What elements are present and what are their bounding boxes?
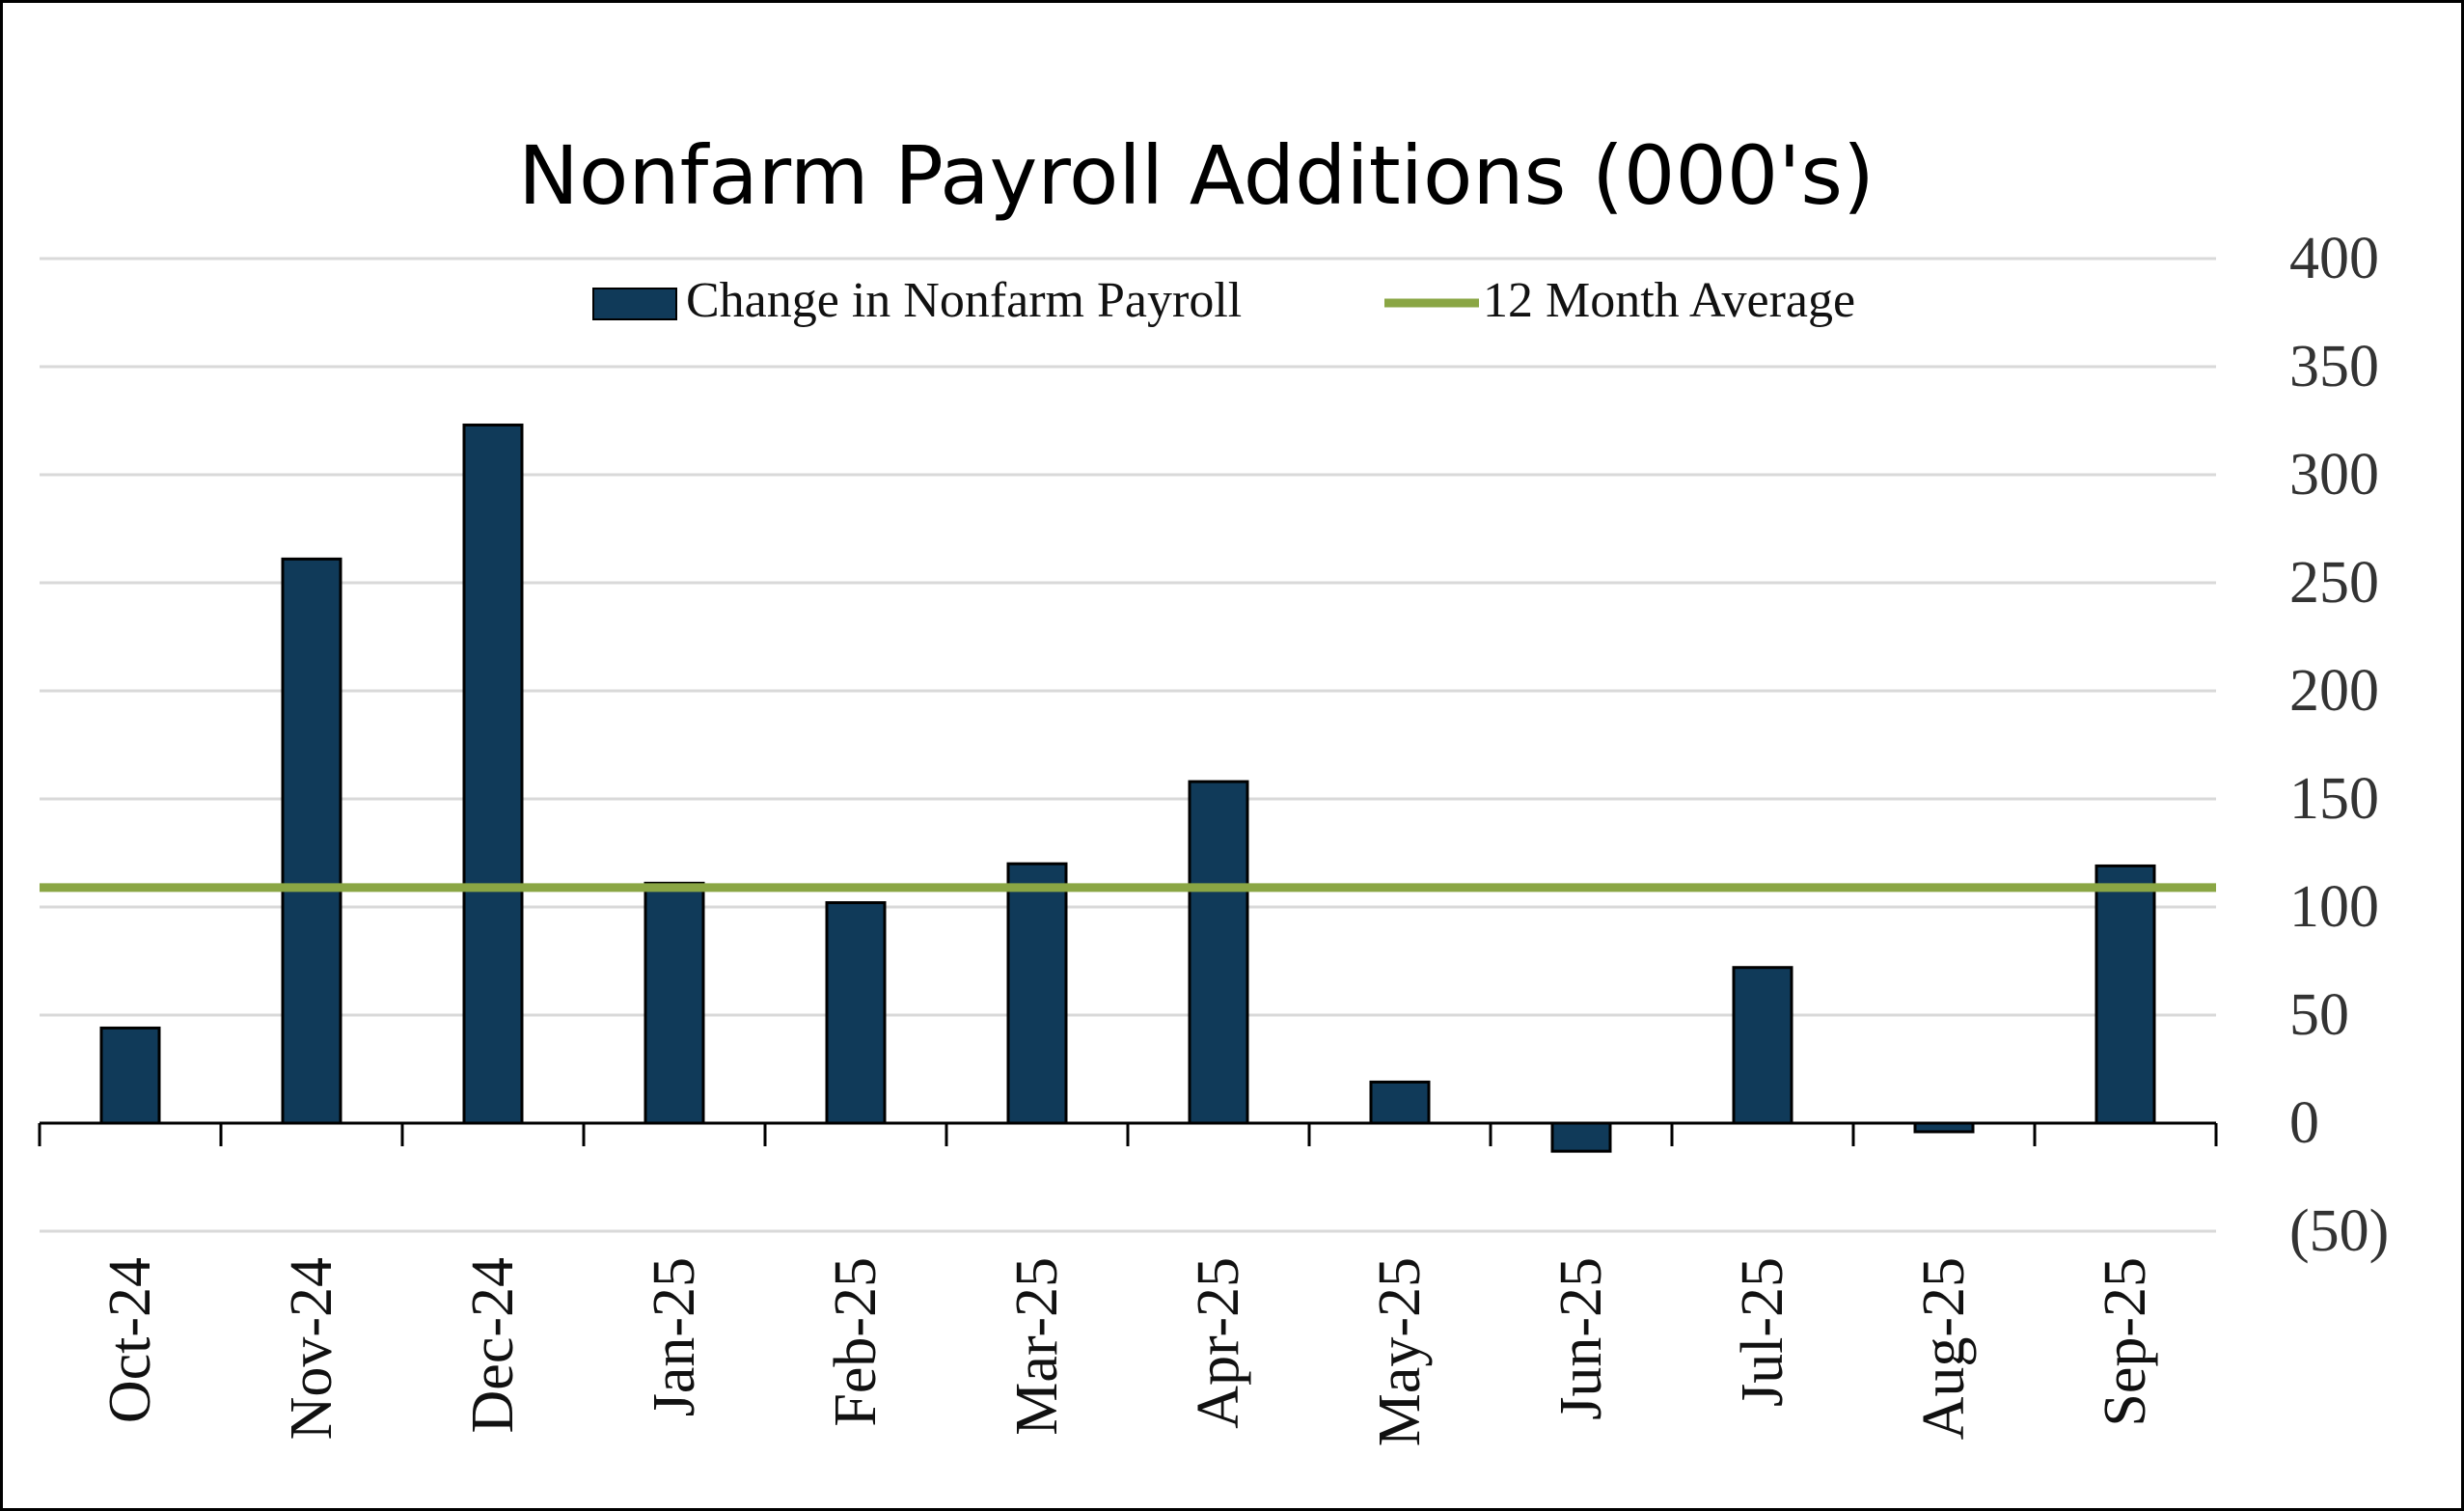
x-tick-label: May-25	[1367, 1257, 1433, 1446]
x-tick-label: Jan-25	[642, 1257, 707, 1416]
y-tick-label: 250	[2289, 550, 2379, 616]
x-tick-label: Sep-25	[2093, 1257, 2158, 1427]
y-tick-label: 300	[2289, 442, 2379, 508]
y-tick-label: 100	[2289, 874, 2379, 940]
legend-label-line: 12 Month Average	[1483, 273, 1855, 328]
gridlines	[40, 257, 2216, 1233]
y-tick-label: 200	[2289, 658, 2379, 724]
legend-label-bar: Change in Nonfarm Payroll	[686, 273, 1242, 328]
bar-feb-25	[825, 901, 887, 1125]
legend: Change in Nonfarm Payroll 12 Month Avera…	[592, 273, 1855, 328]
bar-nov-24	[281, 557, 342, 1125]
bar-apr-25	[1188, 780, 1249, 1125]
x-tick-label: Feb-25	[823, 1257, 889, 1427]
x-tick-label: Oct-24	[97, 1257, 163, 1423]
x-axis	[38, 1121, 2218, 1146]
y-tick-label: 400	[2289, 226, 2379, 291]
x-tick-label: Mar-25	[1004, 1257, 1070, 1436]
bar-mar-25	[1006, 862, 1068, 1125]
x-tick-label: Aug-25	[1911, 1257, 1977, 1440]
bar-sep-25	[2094, 864, 2156, 1125]
y-axis-labels: 400 350 300 250 200 150 100 50 0 (50)	[2289, 226, 2389, 1264]
chart-title: Nonfarm Payroll Additions (000's)	[518, 128, 1875, 223]
bar-oct-24	[99, 1026, 161, 1125]
bar-jul-25	[1732, 966, 1793, 1125]
x-tick-label: Jun-25	[1548, 1257, 1614, 1420]
y-tick-label: (50)	[2289, 1198, 2389, 1264]
x-tick-label: Jul-25	[1730, 1257, 1795, 1407]
x-tick-label: Dec-24	[460, 1257, 526, 1433]
y-tick-label: 350	[2289, 334, 2379, 399]
bar-jan-25	[643, 881, 705, 1125]
y-tick-label: 150	[2289, 766, 2379, 832]
bar-dec-24	[462, 423, 524, 1125]
chart-svg: Nonfarm Payroll Additions (000's) 400 350…	[38, 128, 2389, 1446]
bar-jun-25	[1550, 1121, 1612, 1153]
x-axis-labels: Oct-24 Nov-24 Dec-24 Jan-25 Feb-25 Mar-25 Apr-…	[97, 1257, 2158, 1446]
legend-swatch-bar	[592, 288, 677, 320]
x-tick-label: Apr-25	[1186, 1257, 1251, 1429]
bars	[99, 423, 2156, 1153]
y-tick-label: 50	[2289, 982, 2349, 1048]
bar-may-25	[1369, 1080, 1431, 1125]
y-tick-label: 0	[2289, 1090, 2319, 1156]
x-tick-label: Nov-24	[279, 1257, 344, 1440]
